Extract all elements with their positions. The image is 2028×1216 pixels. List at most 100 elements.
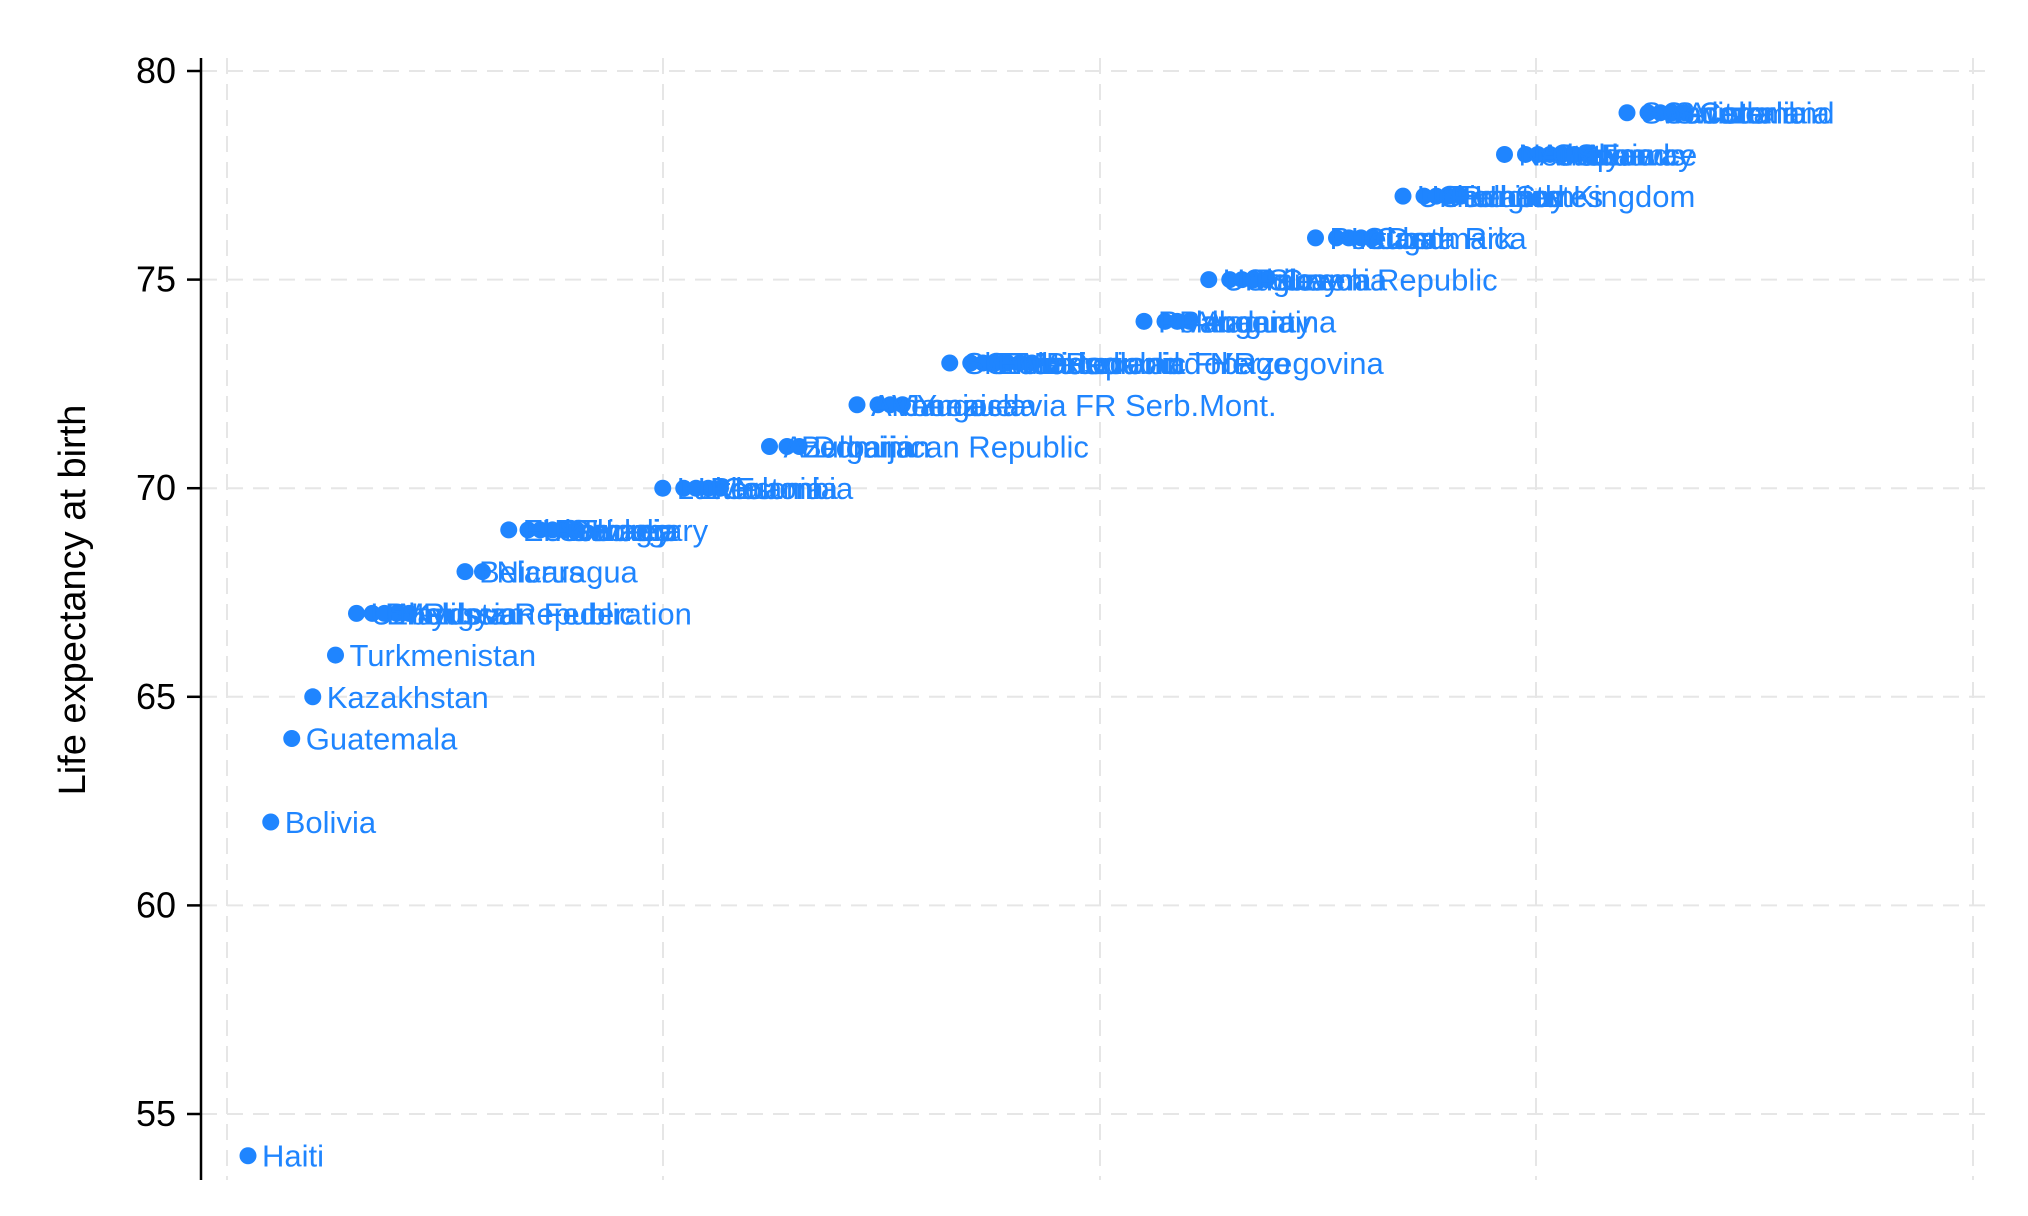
data-point-60 <box>1553 145 1571 163</box>
data-point-42 <box>1221 271 1239 289</box>
data-label-64: Canada <box>1662 96 1771 131</box>
data-label-24: Bulgaria <box>801 429 915 464</box>
data-point-50 <box>1364 229 1382 247</box>
data-label-56: Netherlands <box>1519 137 1686 172</box>
data-label-29: Yugoslavia FR Serb.Mont. <box>917 388 1277 423</box>
data-point-46 <box>1307 229 1324 247</box>
data-point-14 <box>531 521 549 539</box>
data-point-31 <box>962 354 980 372</box>
data-point-56 <box>1496 145 1513 163</box>
data-label-11: Nicaragua <box>497 555 639 590</box>
data-point-17 <box>568 521 586 539</box>
data-label-18: Latvia <box>677 471 760 506</box>
data-label-45: Czech Republic <box>1281 263 1498 298</box>
data-point-34 <box>999 354 1016 372</box>
data-label-50: Denmark <box>1387 221 1513 256</box>
data-label-1: Bolivia <box>285 805 377 840</box>
data-label-31: Croatia <box>985 346 1086 381</box>
data-label-67: Colombia <box>1699 96 1831 131</box>
data-point-21 <box>699 479 717 497</box>
data-label-26: Armenia <box>871 388 987 423</box>
data-point-5 <box>348 604 365 622</box>
data-label-43: Panama <box>1256 263 1372 298</box>
data-label-57: Austria <box>1540 137 1637 172</box>
y-tick-label-65: 65 <box>136 676 176 717</box>
data-label-39: Albania <box>1191 304 1295 339</box>
data-label-40: Argentina <box>1204 304 1337 339</box>
data-label-55: United Kingdom <box>1475 179 1696 214</box>
data-label-38: Paraguay <box>1179 304 1312 339</box>
data-labels: Haiti Bolivia Guatemala Kazakhstan Turkmenis… <box>262 96 1835 1174</box>
data-points <box>239 104 1694 1165</box>
data-point-36 <box>1023 354 1041 372</box>
grid-lines <box>201 58 1990 1180</box>
data-point-44 <box>1245 271 1263 289</box>
data-label-27: Venezuela <box>892 388 1038 423</box>
data-label-30: Slovak Republic <box>964 346 1186 381</box>
data-point-29 <box>894 396 911 414</box>
data-label-5: Uzbekistan <box>371 596 524 631</box>
data-label-21: Colombia <box>722 471 854 506</box>
data-point-26 <box>848 396 866 414</box>
data-point-4 <box>327 646 344 664</box>
data-point-33 <box>986 354 1004 372</box>
data-point-58 <box>1529 145 1547 163</box>
data-label-44: Slovenia <box>1268 263 1388 298</box>
data-point-27 <box>869 396 887 414</box>
data-point-37 <box>1135 312 1153 330</box>
data-point-23 <box>761 437 778 455</box>
data-point-19 <box>675 479 693 497</box>
data-point-40 <box>1181 312 1198 330</box>
data-label-47: Ireland <box>1351 221 1446 256</box>
data-label-54: Belgium <box>1463 179 1575 214</box>
data-point-25 <box>790 437 808 455</box>
data-point-54 <box>1440 187 1457 205</box>
data-label-35: Macedonia FYR <box>1034 346 1256 381</box>
data-point-47 <box>1328 229 1345 247</box>
data-label-61: Norway <box>1589 137 1695 172</box>
data-point-45 <box>1258 271 1275 289</box>
y-axis: 55 60 65 70 75 80 <box>136 50 203 1180</box>
data-label-19: Lithuania <box>698 471 825 506</box>
data-point-48 <box>1340 229 1358 247</box>
data-label-51: United States <box>1417 179 1603 214</box>
data-point-1 <box>262 813 280 831</box>
data-label-66: Australia <box>1687 96 1808 131</box>
data-point-67 <box>1676 104 1694 122</box>
data-label-37: Poland <box>1158 304 1255 339</box>
data-point-55 <box>1452 187 1470 205</box>
data-label-2: Guatemala <box>306 722 458 757</box>
data-label-32: Ecuador <box>997 346 1112 381</box>
data-label-65: Switzerland <box>1674 96 1834 131</box>
data-point-49 <box>1352 229 1370 247</box>
data-point-13 <box>519 521 537 539</box>
data-point-2 <box>283 730 301 748</box>
data-label-23: Azerbaijan <box>784 429 930 464</box>
data-label-60: Spain <box>1576 137 1655 172</box>
data-label-34: Mexico <box>1022 346 1120 381</box>
data-point-10 <box>456 563 474 581</box>
data-label-28: Jamaica <box>904 388 1020 423</box>
data-label-8: Kyrgyz Republic <box>411 596 635 631</box>
y-tick-label-70: 70 <box>136 467 176 508</box>
data-label-4: Turkmenistan <box>350 638 537 673</box>
data-label-6: Brazil <box>386 596 464 631</box>
data-point-8 <box>388 604 406 622</box>
data-point-38 <box>1156 312 1174 330</box>
data-point-30 <box>941 354 959 372</box>
data-point-7 <box>376 604 393 622</box>
data-point-51 <box>1394 187 1412 205</box>
data-label-10: Belarus <box>479 555 584 590</box>
data-label-48: Cuba <box>1363 221 1438 256</box>
data-point-35 <box>1011 354 1029 372</box>
y-tick-label-75: 75 <box>136 259 176 300</box>
data-point-41 <box>1200 271 1218 289</box>
data-label-58: Greece <box>1552 137 1654 172</box>
data-point-64 <box>1639 104 1657 122</box>
data-label-42: Chile <box>1244 263 1315 298</box>
data-label-25: Dominican Republic <box>813 429 1089 464</box>
data-label-46: Portugal <box>1330 221 1445 256</box>
data-label-7: Moldova <box>399 596 517 631</box>
y-tick-label-55: 55 <box>136 1093 176 1134</box>
